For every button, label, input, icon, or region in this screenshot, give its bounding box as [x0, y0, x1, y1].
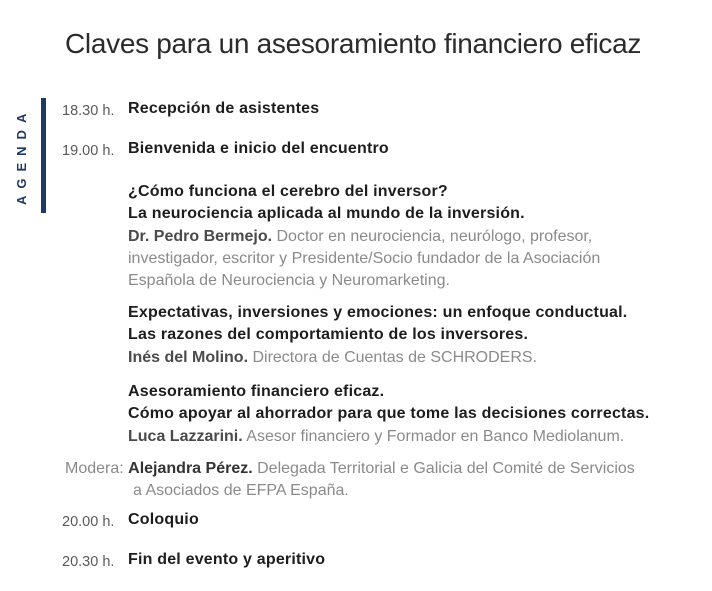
session-title: ¿Cómo funciona el cerebro del inversor? L… [128, 181, 710, 225]
agenda-item-fin: 20.30 h. Fin del evento y aperitivo [62, 550, 710, 572]
speaker-description: Directora de Cuentas de SCHRODERS. [252, 349, 538, 366]
speaker-name: Dr. Pedro Bermejo. [128, 228, 273, 245]
session-title-line1: ¿Cómo funciona el cerebro del inversor? [128, 183, 448, 200]
speaker-name: Luca Lazzarini. [128, 428, 243, 445]
moderator-description-line2: a Asociados de EFPA España. [133, 482, 349, 499]
agenda-item-title: Fin del evento y aperitivo [128, 551, 326, 568]
session-title-line1: Asesoramiento financiero eficaz. [128, 383, 385, 400]
session-speaker: Dr. Pedro Bermejo. Doctor en neurocienci… [128, 226, 668, 292]
agenda-item-time: 19.00 h. [62, 143, 115, 159]
session-speaker: Inés del Molino. Directora de Cuentas de… [128, 347, 668, 369]
session-title-line2: La neurociencia aplicada al mundo de la … [128, 205, 525, 222]
speaker-description: Doctor en neurociencia, neurólogo, profe… [128, 228, 601, 289]
agenda-list: 18.30 h. Recepción de asistentes 19.00 h… [62, 99, 710, 572]
moderator-description-line1: Delegada Territorial e Galicia del Comit… [257, 460, 635, 477]
agenda-item-time: 20.30 h. [62, 554, 115, 570]
page-title: Claves para un asesoramiento financiero … [65, 28, 642, 59]
agenda-item-time: 18.30 h. [62, 103, 115, 119]
agenda-item-title: Recepción de asistentes [128, 100, 320, 117]
agenda-rail-label: AGENDA [14, 106, 29, 206]
session-title: Expectativas, inversiones y emociones: u… [128, 302, 710, 346]
agenda-item-time: 20.00 h. [62, 514, 115, 530]
session-title: Asesoramiento financiero eficaz. Cómo apo… [128, 381, 710, 425]
agenda-item-title: Coloquio [128, 511, 199, 528]
session-speaker: Luca Lazzarini. Asesor financiero y Form… [128, 426, 668, 448]
moderator-line2: a Asociados de EFPA España. [62, 480, 710, 502]
moderator-name: Alejandra Pérez. [128, 460, 253, 477]
agenda-item-title: Bienvenida e inicio del encuentro [128, 140, 389, 157]
speaker-name: Inés del Molino. [128, 349, 249, 366]
session-block-expectativas: Expectativas, inversiones y emociones: u… [62, 302, 710, 369]
session-title-line2: Las razones del comportamiento de los in… [128, 326, 529, 343]
session-title-line2: Cómo apoyar al ahorrador para que tome l… [128, 405, 650, 422]
agenda-item-bienvenida: 19.00 h. Bienvenida e inicio del encuent… [62, 139, 710, 161]
moderator-block: Modera: Alejandra Pérez. Delegada Territ… [62, 458, 710, 502]
agenda-item-coloquio: 20.00 h. Coloquio [62, 510, 710, 532]
agenda-item-recepcion: 18.30 h. Recepción de asistentes [62, 99, 710, 121]
agenda-rail-line [41, 98, 46, 213]
speaker-description: Asesor financiero y Formador en Banco Me… [246, 428, 625, 445]
session-title-line1: Expectativas, inversiones y emociones: u… [128, 304, 628, 321]
session-block-neurociencia: ¿Cómo funciona el cerebro del inversor? L… [62, 181, 710, 292]
session-block-asesoramiento: Asesoramiento financiero eficaz. Cómo apo… [62, 381, 710, 448]
moderator-label: Modera: [65, 460, 124, 477]
moderator-line1: Modera: Alejandra Pérez. Delegada Territ… [62, 458, 710, 480]
